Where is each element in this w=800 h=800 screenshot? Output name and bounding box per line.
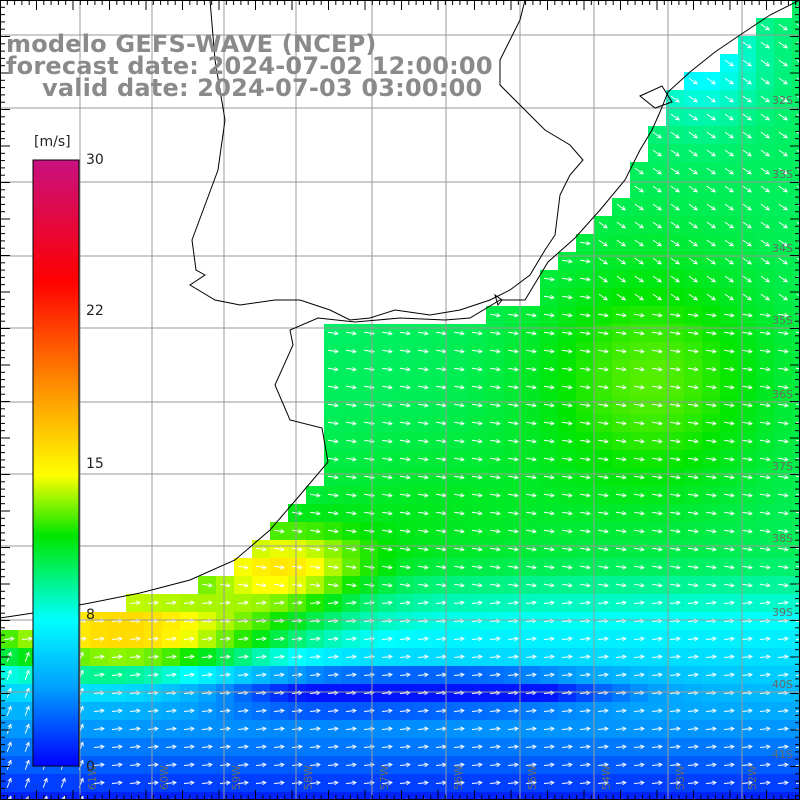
lat-label: 32S [772,94,793,107]
colorbar-tick-15: 15 [86,456,104,472]
colorbar-tick-30: 30 [86,152,104,168]
lon-label: 54W [600,765,613,790]
lon-label: 52W [746,765,759,790]
lon-label: 57W [378,765,391,790]
colorbar [32,159,80,767]
lat-label: 36S [772,388,793,401]
lon-label: 59W [230,765,243,790]
colorbar-unit: [m/s] [34,134,71,150]
lon-label: 53W [674,765,687,790]
longitude-labels: 61W 60W 59W 58W 57W 56W 55W 54W 53W 52W [86,765,759,790]
lon-label: 56W [452,765,465,790]
colorbar-tick-22: 22 [86,303,104,319]
lat-label: 39S [772,606,793,619]
colorbar-tick-8: 8 [86,607,95,623]
lon-label: 58W [302,765,315,790]
coastline [0,0,800,619]
latitude-labels: 32S 33S 34S 35S 36S 37S 38S 39S 40S 41S [772,94,793,761]
lat-label: 33S [772,168,793,181]
lon-label: 60W [158,765,171,790]
lat-label: 38S [772,532,793,545]
forecast-date: forecast date: 2024-07-02 12:00:00 [6,52,493,80]
lon-label: 61W [86,765,99,790]
lat-label: 40S [772,678,793,691]
colorbar-tick-0: 0 [86,759,95,775]
lat-label: 37S [772,460,793,473]
lat-label: 41S [772,748,793,761]
lat-label: 35S [772,314,793,327]
model-title: modelo GEFS-WAVE (NCEP) [6,30,377,58]
lon-label: 55W [526,765,539,790]
valid-date: valid date: 2024-07-03 03:00:00 [42,74,483,102]
lat-label: 34S [772,242,793,255]
